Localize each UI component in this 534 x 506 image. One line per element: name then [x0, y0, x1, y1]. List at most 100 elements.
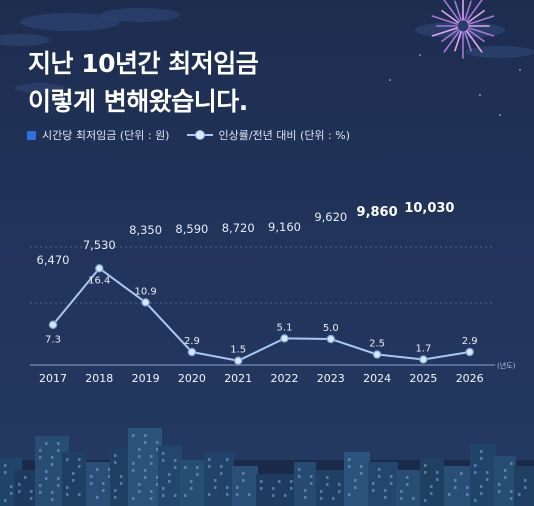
window-light — [424, 471, 427, 474]
window-light — [174, 466, 177, 469]
window-light — [72, 479, 75, 482]
window-light — [338, 483, 341, 486]
star — [389, 79, 391, 81]
firework — [431, 0, 495, 59]
window-light — [466, 493, 469, 496]
window-light — [78, 458, 81, 461]
wage-label: 8,590 — [175, 222, 208, 236]
window-light — [332, 497, 335, 500]
window-light — [480, 450, 483, 453]
x-tick-label: 2019 — [132, 372, 160, 385]
wage-legend-label: 시간당 최저임금 (단위 : 원) — [42, 129, 170, 142]
building — [494, 456, 516, 506]
window-light — [108, 468, 111, 471]
window-light — [436, 471, 439, 474]
window-light — [51, 463, 54, 466]
legend: 시간당 최저임금 (단위 : 원) 인상률/전년 대비 (단위 : %) — [27, 127, 350, 143]
window-light — [90, 482, 93, 485]
window-light — [30, 497, 33, 500]
window-light — [284, 494, 287, 497]
x-axis-unit: (년도) — [497, 361, 516, 370]
window-light — [226, 458, 229, 461]
window-light — [39, 491, 42, 494]
window-light — [10, 485, 13, 488]
firework-spark — [465, 0, 483, 22]
window-light — [348, 465, 351, 468]
window-light — [510, 497, 513, 500]
window-light — [45, 477, 48, 480]
window-light — [30, 490, 33, 493]
window-light — [102, 482, 105, 485]
window-light — [96, 496, 99, 499]
firework-spark — [443, 0, 461, 22]
rate-point — [233, 356, 243, 365]
window-light — [174, 459, 177, 462]
rate-legend-marker — [187, 130, 214, 140]
x-tick-label: 2025 — [409, 372, 437, 385]
wage-label: 6,470 — [37, 253, 70, 267]
window-light — [78, 465, 81, 468]
firework-spark — [443, 30, 461, 53]
window-light — [430, 492, 433, 495]
window-light — [168, 480, 171, 483]
title-line-1: 지난 10년간 최저임금 — [28, 49, 259, 78]
window-light — [372, 489, 375, 492]
window-light — [424, 499, 427, 502]
rate-label: 5.1 — [277, 322, 293, 333]
wage-label: 9,860 — [357, 205, 398, 220]
window-light — [360, 472, 363, 475]
x-tick-label: 2017 — [39, 372, 67, 385]
window-light — [162, 452, 165, 455]
window-light — [242, 479, 245, 482]
rate-label: 2.9 — [184, 336, 200, 347]
window-light — [372, 482, 375, 485]
window-light — [436, 478, 439, 481]
rate-label: 10.9 — [134, 286, 156, 297]
cloud — [465, 46, 534, 58]
window-light — [338, 490, 341, 493]
window-light — [348, 493, 351, 496]
window-light — [156, 441, 159, 444]
rate-point — [419, 355, 428, 364]
star — [479, 94, 481, 96]
cloud — [100, 8, 180, 22]
window-light — [39, 456, 42, 459]
window-light — [460, 472, 463, 475]
window-light — [320, 490, 323, 493]
window-light — [390, 482, 393, 485]
window-light — [518, 493, 521, 496]
window-light — [448, 493, 451, 496]
window-light — [310, 475, 313, 478]
rate-label: 5.0 — [323, 323, 339, 334]
window-light — [480, 492, 483, 495]
firework-spark — [464, 0, 472, 22]
window-light — [144, 441, 147, 444]
rate-point — [280, 334, 289, 343]
rate-point — [465, 347, 474, 357]
window-light — [504, 469, 507, 472]
window-light — [4, 499, 7, 502]
rate-point — [187, 347, 197, 357]
window-light — [480, 457, 483, 460]
x-tick-label: 2026 — [456, 372, 484, 385]
window-light — [298, 468, 301, 471]
window-light — [45, 442, 48, 445]
window-light — [474, 499, 477, 502]
firework-spark — [467, 9, 485, 24]
window-light — [138, 483, 141, 486]
star — [419, 54, 421, 56]
window-light — [150, 462, 153, 465]
rate-point — [372, 350, 382, 359]
window-light — [272, 487, 275, 490]
rate-legend-label: 인상률/전년 대비 (단위 : %) — [218, 129, 350, 142]
window-light — [138, 490, 141, 493]
rate-label: 2.9 — [462, 336, 478, 347]
window-light — [174, 494, 177, 497]
window-light — [196, 473, 199, 476]
window-light — [412, 497, 415, 500]
window-light — [108, 475, 111, 478]
window-light — [236, 486, 239, 489]
firework-spark — [441, 9, 459, 24]
window-light — [290, 487, 293, 490]
window-light — [278, 480, 281, 483]
